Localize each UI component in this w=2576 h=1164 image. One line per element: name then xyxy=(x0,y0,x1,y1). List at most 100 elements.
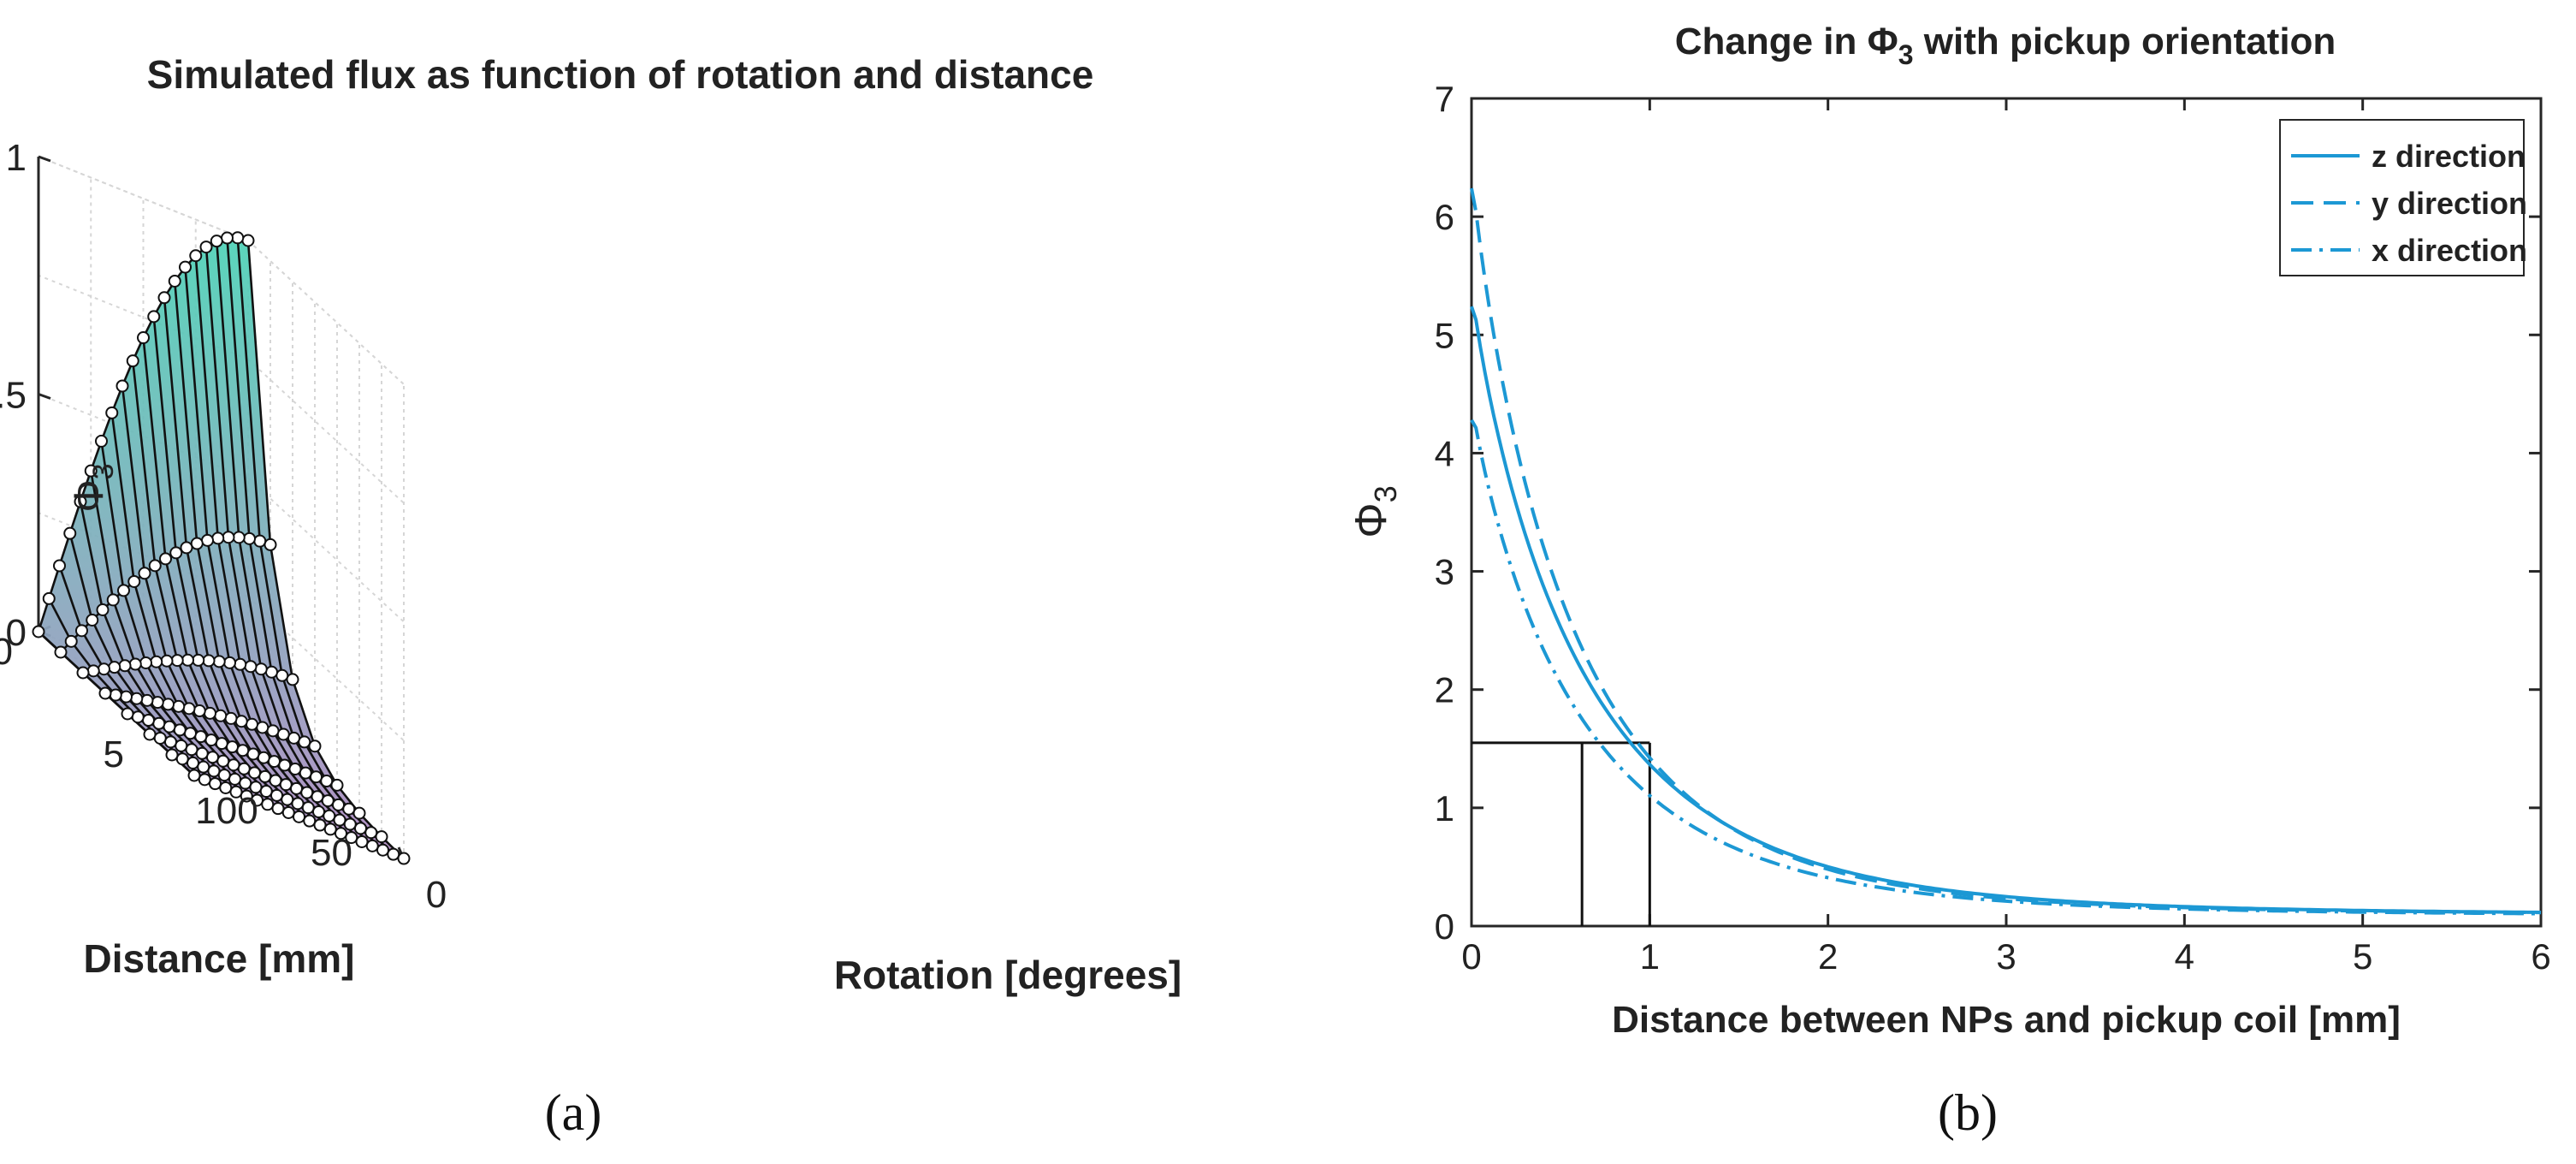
grid-line-back-horizontal xyxy=(38,156,249,241)
surface-data-point xyxy=(261,798,275,811)
panel-b-line-chart: Change in Φ3 with pickup orientation 0 1 2… xyxy=(1347,21,2551,1141)
surface-data-point xyxy=(342,802,356,816)
surface-data-point xyxy=(355,834,369,848)
surface-data-point xyxy=(291,797,305,811)
surface-data-point xyxy=(75,624,88,638)
surface-data-point xyxy=(190,537,204,550)
surface-data-point xyxy=(53,559,66,573)
surface-data-point xyxy=(227,758,240,772)
surface-data-point xyxy=(376,843,389,857)
surface-data-point xyxy=(313,818,327,832)
surface-data-point xyxy=(258,769,272,783)
surface-data-point xyxy=(268,755,281,769)
surface-data-point xyxy=(173,723,187,737)
surface-data-point xyxy=(118,659,132,673)
surface-data-point xyxy=(278,758,292,772)
surface-data-point xyxy=(241,234,255,247)
y-tick-label: 5 xyxy=(1435,315,1454,355)
surface-data-point xyxy=(42,591,56,605)
z-tick-mark xyxy=(38,155,51,163)
surface-data-point xyxy=(130,692,144,705)
x-tick-label: 5 xyxy=(2353,936,2372,977)
surface-data-point xyxy=(333,813,346,827)
x-tick-label: 0 xyxy=(1461,936,1481,977)
surface-data-point xyxy=(181,653,194,667)
z-tick-label: 0.5 xyxy=(0,375,27,417)
surface-data-point xyxy=(143,728,157,741)
surface-data-point xyxy=(244,660,258,674)
surface-data-point xyxy=(323,823,337,836)
surface-data-point xyxy=(198,773,211,787)
series-line-x-direction xyxy=(1470,419,2541,916)
box-edge-back-top xyxy=(38,156,249,241)
surface-data-point xyxy=(352,806,366,820)
surface-data-point xyxy=(182,702,196,716)
surface-data-point xyxy=(266,724,280,738)
surface-data-point xyxy=(257,751,270,764)
surface-data-point xyxy=(275,668,289,682)
surface-data-point xyxy=(243,532,256,545)
grid-line-side-horizontal xyxy=(247,359,405,504)
z-tick-label: 0 xyxy=(6,612,27,654)
surface-data-point xyxy=(312,805,325,818)
surface-data-point xyxy=(224,711,238,725)
surface-data-point xyxy=(303,814,317,828)
surface-data-point xyxy=(265,665,278,679)
panel-b-y-axis-label: Φ3 xyxy=(1347,485,1403,538)
surface-data-point xyxy=(276,728,290,741)
surface-data-point xyxy=(127,574,141,588)
surface-data-point xyxy=(228,772,241,786)
legend-label: z direction xyxy=(2372,139,2526,174)
surface-data-point xyxy=(212,655,226,668)
surface-data-point xyxy=(259,785,273,799)
surface-data-point xyxy=(142,714,155,728)
surface-data-point xyxy=(163,720,176,733)
surface-data-point xyxy=(120,690,133,704)
surface-data-point xyxy=(308,739,322,753)
surface-data-point xyxy=(298,735,311,749)
surface-data-point xyxy=(210,235,223,248)
surface-data-point xyxy=(234,657,247,671)
surface-data-point xyxy=(160,654,174,668)
panel-a-surface xyxy=(32,231,411,865)
surface-data-point xyxy=(223,656,236,669)
surface-data-point xyxy=(84,464,98,478)
surface-data-point xyxy=(204,706,216,720)
panel-a-z-axis-label: Φ3 xyxy=(67,463,120,512)
surface-data-point xyxy=(169,546,183,560)
surface-data-point xyxy=(105,406,119,419)
surface-data-point xyxy=(54,645,68,659)
surface-data-point xyxy=(311,790,324,804)
surface-data-point xyxy=(221,231,234,245)
surface-data-point xyxy=(170,654,184,668)
surface-data-point xyxy=(387,847,400,861)
surface-data-point xyxy=(128,657,142,671)
surface-data-point xyxy=(271,802,285,816)
surface-data-point xyxy=(76,666,90,680)
y-tick-label: 0 xyxy=(1435,906,1454,947)
surface-data-point xyxy=(215,737,228,751)
surface-data-point xyxy=(197,760,210,774)
surface-data-point xyxy=(165,748,179,762)
y-tick-label: 6 xyxy=(1435,197,1454,237)
surface-data-point xyxy=(140,693,154,707)
y-tick-label: 4 xyxy=(1435,433,1454,473)
surface-data-point xyxy=(151,696,164,710)
surface-data-point xyxy=(240,789,253,803)
surface-data-point xyxy=(63,526,77,540)
panel-b-x-axis-label: Distance between NPs and pickup coil [mm… xyxy=(1612,999,2401,1041)
surface-data-point xyxy=(354,822,367,835)
surface-data-point xyxy=(343,817,357,831)
surface-data-point xyxy=(321,794,335,808)
surface-data-point xyxy=(300,786,314,799)
surface-data-point xyxy=(86,664,100,678)
x-tick-label: 6 xyxy=(2531,936,2550,977)
y-tick-label: 0 xyxy=(0,631,13,673)
surface-data-point xyxy=(98,686,112,700)
surface-data-point xyxy=(207,764,221,778)
surface-data-point xyxy=(175,739,188,752)
surface-data-point xyxy=(216,754,230,768)
surface-data-point xyxy=(131,710,145,724)
surface-data-point xyxy=(269,774,282,787)
